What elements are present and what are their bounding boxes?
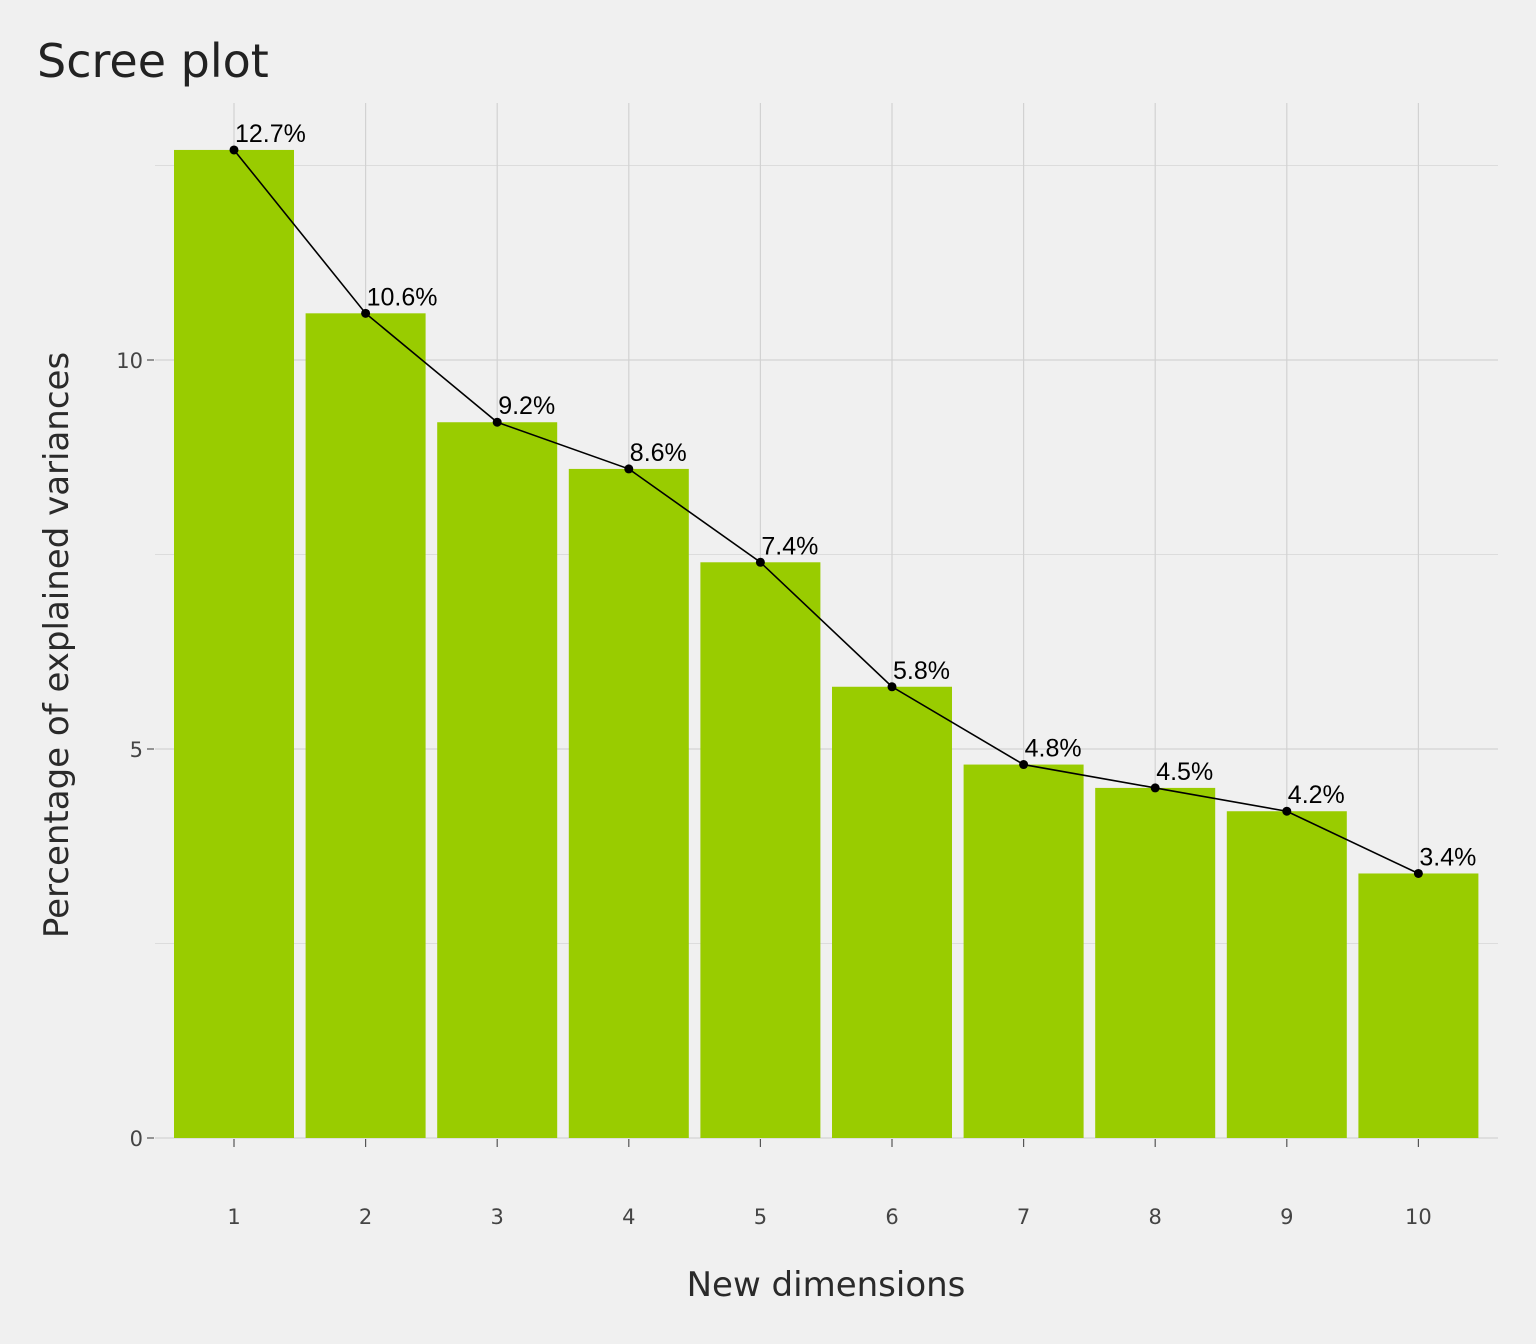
data-label-dimension-1: 12.7%: [235, 120, 306, 148]
line-layer: [229, 145, 1423, 878]
bar-dimension-3: [437, 422, 558, 1138]
data-label-dimension-3: 9.2%: [498, 392, 555, 420]
point-dimension-3: [492, 417, 502, 427]
y-tick-label: 0: [130, 1127, 143, 1151]
y-axis-title: Percentage of explained variances: [37, 352, 77, 938]
data-label-dimension-10: 3.4%: [1419, 843, 1476, 871]
data-label-dimension-2: 10.6%: [367, 283, 438, 311]
bar-dimension-5: [700, 562, 821, 1138]
data-label-dimension-9: 4.2%: [1288, 781, 1345, 809]
x-tick-label: 5: [754, 1205, 767, 1229]
data-label-dimension-6: 5.8%: [893, 657, 950, 685]
y-tick-label: 5: [130, 738, 143, 762]
point-dimension-9: [1282, 806, 1292, 816]
bar-dimension-6: [832, 686, 952, 1138]
bar-dimension-7: [963, 764, 1084, 1138]
point-dimension-4: [624, 464, 634, 474]
x-tick-label: 9: [1280, 1205, 1293, 1229]
data-label-dimension-4: 8.6%: [630, 439, 687, 467]
point-dimension-8: [1150, 783, 1160, 793]
bar-dimension-4: [568, 468, 689, 1138]
x-tick-label: 6: [885, 1205, 898, 1229]
x-tick-label: 2: [359, 1205, 372, 1229]
bar-dimension-2: [305, 313, 426, 1138]
point-dimension-2: [361, 308, 371, 318]
x-tick-label: 1: [227, 1205, 240, 1229]
y-tick-label: 10: [116, 349, 143, 373]
label-layer: 12.7% 10.6% 9.2% 8.6% 7.4% 5.8% 4.8% 4.5% 4.2% 3.…: [235, 120, 1476, 872]
x-axis-title: New dimensions: [687, 1265, 966, 1305]
point-dimension-7: [1019, 760, 1029, 770]
bar-dimension-10: [1358, 873, 1479, 1138]
bar-dimension-9: [1226, 811, 1347, 1138]
bar-layer: [174, 149, 1479, 1138]
x-tick-label: 4: [622, 1205, 635, 1229]
bar-dimension-1: [174, 149, 294, 1138]
data-label-dimension-5: 7.4%: [761, 532, 818, 560]
explained-variance-line: [233, 149, 1419, 875]
point-dimension-5: [755, 557, 765, 567]
x-tick-label: 10: [1405, 1205, 1432, 1229]
chart-title: Scree plot: [37, 34, 269, 88]
x-tick-label: 7: [1017, 1205, 1030, 1229]
x-tick-label: 8: [1149, 1205, 1162, 1229]
data-label-dimension-7: 4.8%: [1025, 735, 1082, 763]
bar-dimension-8: [1095, 787, 1216, 1138]
axis-layer: 0 5 10 1 2 3 4 5 6 7 8 9 10: [116, 349, 1432, 1229]
point-dimension-6: [887, 682, 897, 692]
point-dimension-10: [1413, 868, 1423, 878]
x-tick-label: 3: [491, 1205, 504, 1229]
point-dimension-1: [229, 145, 239, 155]
data-label-dimension-8: 4.5%: [1156, 758, 1213, 786]
